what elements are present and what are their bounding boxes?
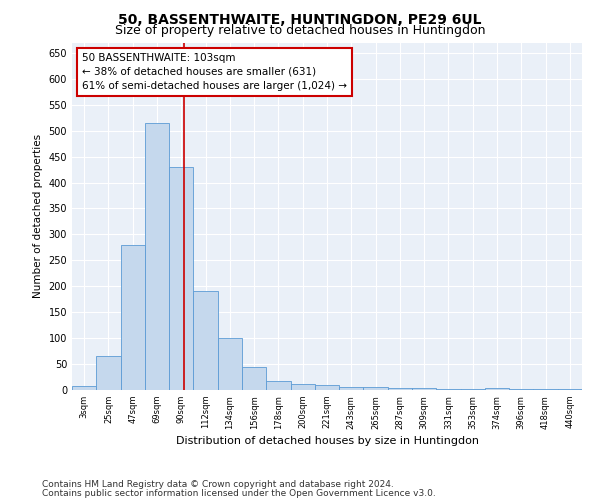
Bar (290, 384, 315, 390)
Bar (266, 381, 290, 390)
Bar (485, 388, 509, 390)
Bar (436, 389, 461, 390)
Bar (315, 385, 339, 390)
Y-axis label: Number of detached properties: Number of detached properties (33, 134, 43, 298)
Text: Contains HM Land Registry data © Crown copyright and database right 2024.: Contains HM Land Registry data © Crown c… (42, 480, 394, 489)
Bar (339, 387, 364, 390)
Bar (145, 123, 169, 390)
Bar (364, 388, 388, 390)
Text: 50 BASSENTHWAITE: 103sqm
← 38% of detached houses are smaller (631)
61% of semi-: 50 BASSENTHWAITE: 103sqm ← 38% of detach… (82, 53, 347, 91)
Bar (242, 366, 266, 390)
Text: 50, BASSENTHWAITE, HUNTINGDON, PE29 6UL: 50, BASSENTHWAITE, HUNTINGDON, PE29 6UL (118, 12, 482, 26)
Bar (72, 386, 96, 390)
Text: Contains public sector information licensed under the Open Government Licence v3: Contains public sector information licen… (42, 488, 436, 498)
Bar (412, 388, 436, 390)
X-axis label: Distribution of detached houses by size in Huntingdon: Distribution of detached houses by size … (176, 436, 479, 446)
Bar (121, 245, 145, 390)
Text: Size of property relative to detached houses in Huntingdon: Size of property relative to detached ho… (115, 24, 485, 37)
Bar (193, 292, 218, 390)
Bar (218, 338, 242, 390)
Bar (169, 167, 193, 390)
Bar (388, 388, 412, 390)
Bar (96, 356, 121, 390)
Bar (533, 389, 558, 390)
